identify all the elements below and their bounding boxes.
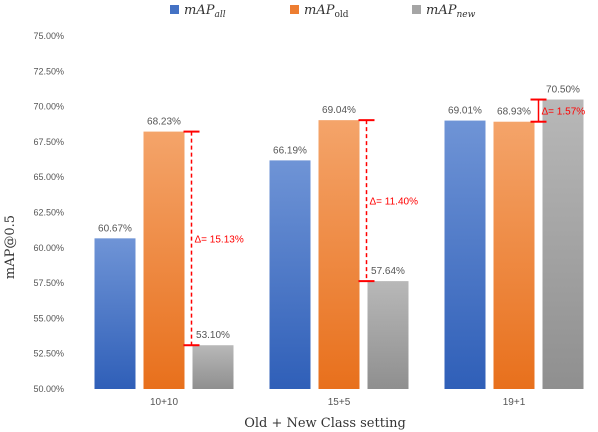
data-label: 60.67%: [98, 223, 132, 234]
bar-mAP_all-15+5: [269, 160, 311, 389]
legend-label: mAPold: [304, 3, 349, 20]
bar-mAP_new-19+1: [542, 99, 584, 389]
legend-item-mAP_old: mAPold: [290, 3, 349, 20]
x-tick-label: 15+5: [328, 397, 351, 408]
bars: [94, 99, 584, 389]
delta-label: Δ= 1.57%: [542, 107, 586, 118]
y-tick-label: 70.00%: [33, 102, 64, 112]
data-label: 69.01%: [448, 106, 482, 117]
bar-mAP_new-10+10: [192, 345, 234, 389]
legend-swatch: [290, 5, 299, 14]
legend-label: mAPall: [184, 3, 226, 20]
y-tick-label: 60.00%: [33, 243, 64, 253]
bar-mAP_new-15+5: [367, 281, 409, 389]
y-tick-label: 57.50%: [33, 278, 64, 288]
delta-annotations: Δ= 15.13% Δ= 11.40% Δ= 1.57%: [183, 98, 586, 347]
data-label: 57.64%: [371, 266, 405, 277]
bar-mAP_old-19+1: [493, 121, 535, 389]
y-tick-label: 75.00%: [33, 31, 64, 41]
delta-label: Δ= 11.40%: [370, 197, 419, 208]
y-tick-label: 55.00%: [33, 313, 64, 323]
delta-annotation-15+5: Δ= 11.40%: [358, 119, 419, 283]
delta-annotation-19+1: Δ= 1.57%: [530, 98, 586, 123]
legend-item-mAP_new: mAPnew: [412, 3, 476, 20]
legend: mAPall mAPold mAPnew: [170, 3, 476, 20]
y-tick-label: 72.50%: [33, 66, 64, 76]
data-label: 69.04%: [322, 105, 356, 116]
y-axis-ticks: 50.00% 52.50% 55.00% 57.50% 60.00% 62.50% 65.0…: [33, 31, 64, 394]
legend-item-mAP_all: mAPall: [170, 3, 226, 20]
legend-swatch: [170, 5, 179, 14]
y-tick-label: 50.00%: [33, 384, 64, 394]
y-tick-label: 65.00%: [33, 172, 64, 182]
y-tick-label: 67.50%: [33, 137, 64, 147]
data-label: 70.50%: [546, 85, 580, 96]
x-tick-label: 19+1: [503, 397, 526, 408]
x-axis-categories: 10+10 15+5 19+1: [150, 397, 526, 408]
x-tick-label: 10+10: [150, 397, 179, 408]
legend-swatch: [412, 5, 421, 14]
y-axis-title: mAP@0.5: [3, 215, 18, 279]
bar-mAP_all-19+1: [444, 120, 486, 389]
y-tick-label: 52.50%: [33, 349, 64, 359]
legend-label: mAPnew: [426, 3, 476, 20]
data-label: 53.10%: [196, 330, 230, 341]
data-label: 66.19%: [273, 145, 307, 156]
delta-annotation-10+10: Δ= 15.13%: [183, 130, 244, 347]
x-axis-title: Old + New Class setting: [244, 416, 406, 431]
data-label: 68.23%: [147, 117, 181, 128]
y-tick-label: 62.50%: [33, 208, 64, 218]
data-labels: 60.67% 66.19% 69.01% 68.23% 69.04% 68.93% 53.1…: [98, 85, 580, 342]
bar-mAP_old-10+10: [143, 131, 185, 389]
data-label: 68.93%: [497, 107, 531, 118]
bar-mAP_old-15+5: [318, 120, 360, 389]
bar-mAP_all-10+10: [94, 238, 136, 389]
delta-label: Δ= 15.13%: [195, 234, 244, 245]
